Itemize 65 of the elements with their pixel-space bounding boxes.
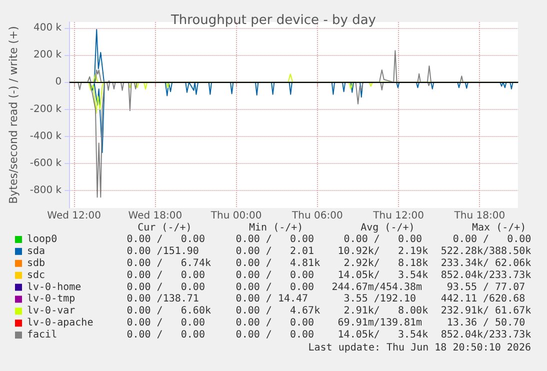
x-tick-label: Wed 18:00: [128, 210, 182, 222]
text: 0.00 / 2.01: [236, 246, 314, 257]
text: Last update: Thu Jun 18 20:50:10 2026: [308, 342, 531, 354]
legend-label: facil: [27, 330, 58, 341]
legend-label: sdb: [27, 258, 46, 269]
text: 0.00 / 0.00: [236, 282, 314, 293]
chart-title: Throughput per device - by day: [170, 13, 376, 28]
text: 232.91k/ 61.67k: [440, 306, 532, 317]
text: 0.00 / 0.00: [126, 234, 205, 245]
text: 0.00 / 0.00: [344, 234, 422, 245]
legend-label: lv-0-var: [27, 306, 76, 317]
x-tick-label: Thu 12:00: [372, 210, 424, 222]
text: Cur (-/+): [138, 222, 192, 234]
text: 0.00 / 0.00: [452, 234, 532, 245]
y-tick-label: -400 k: [30, 130, 62, 142]
y-tick-label: 400 k: [34, 22, 62, 34]
text: 2.91k/ 8.00k: [344, 306, 428, 317]
text: 0.00 / 0.00: [236, 318, 314, 329]
y-tick-label: -200 k: [30, 104, 62, 115]
text: 0.00 / 0.00: [126, 330, 205, 341]
text: 3.55 /192.10: [344, 294, 416, 305]
text: 442.11 /620.68: [440, 294, 526, 305]
text: 244.67m/454.38m: [332, 282, 422, 293]
text: 0.00 / 4.81k: [236, 258, 320, 269]
text: 0.00 /151.90: [126, 246, 199, 257]
text: 0.00 / 0.00: [236, 270, 314, 281]
legend-label: lv-0-tmp: [27, 294, 76, 305]
legend-label: sda: [27, 246, 46, 257]
text: 69.91m/139.81m: [338, 318, 422, 329]
y-tick-label: -800 k: [30, 184, 62, 196]
legend-label: loop0: [27, 234, 58, 245]
text: 14.05k/ 3.54k: [338, 270, 428, 281]
y-tick-label: 200 k: [34, 50, 62, 61]
text: 0.00 /138.71: [126, 294, 199, 305]
x-tick-label: Wed 12:00: [47, 210, 101, 222]
text: 852.04k/233.73k: [440, 330, 532, 341]
text: 0.00 / 6.60k: [126, 306, 211, 317]
text: 93.55 / 77.07: [446, 282, 526, 293]
y-tick-label: 0: [55, 76, 62, 88]
text: 0.00 / 0.00: [126, 270, 205, 281]
legend-label: lv-0-home: [27, 282, 82, 293]
text: 233.34k/ 62.06k: [440, 258, 532, 269]
text: 0.00 / 14.47: [236, 294, 308, 305]
text: 0.00 / 0.00: [126, 282, 205, 293]
text: 0.00 / 0.00: [236, 330, 314, 341]
text: 13.36 / 50.70: [446, 318, 526, 329]
text: 0.00 / 6.74k: [126, 258, 211, 269]
x-tick-label: Thu 00:00: [210, 210, 262, 222]
text: Min (-/+): [249, 222, 304, 234]
text: 14.05k/ 3.54k: [338, 330, 428, 341]
text: 2.92k/ 8.18k: [344, 258, 428, 269]
text: Max (-/+): [472, 222, 526, 234]
text: 10.92k/ 2.19k: [338, 246, 428, 257]
x-tick-label: Thu 06:00: [291, 210, 343, 222]
text: Avg (-/+): [360, 222, 415, 234]
y-tick-label: -600 k: [30, 158, 62, 169]
x-tick-label: Thu 18:00: [453, 210, 506, 222]
text: 852.04k/233.73k: [440, 270, 532, 281]
y-axis-title: Bytes/second read (-) / write (+): [7, 26, 20, 204]
legend-label: sdc: [27, 270, 46, 281]
legend-label: lv-0-apache: [27, 318, 94, 329]
text: 0.00 / 0.00: [236, 234, 314, 245]
text: 0.00 / 4.67k: [236, 306, 320, 317]
text: 522.28k/388.50k: [440, 246, 532, 257]
text: 0.00 / 0.00: [126, 318, 205, 329]
